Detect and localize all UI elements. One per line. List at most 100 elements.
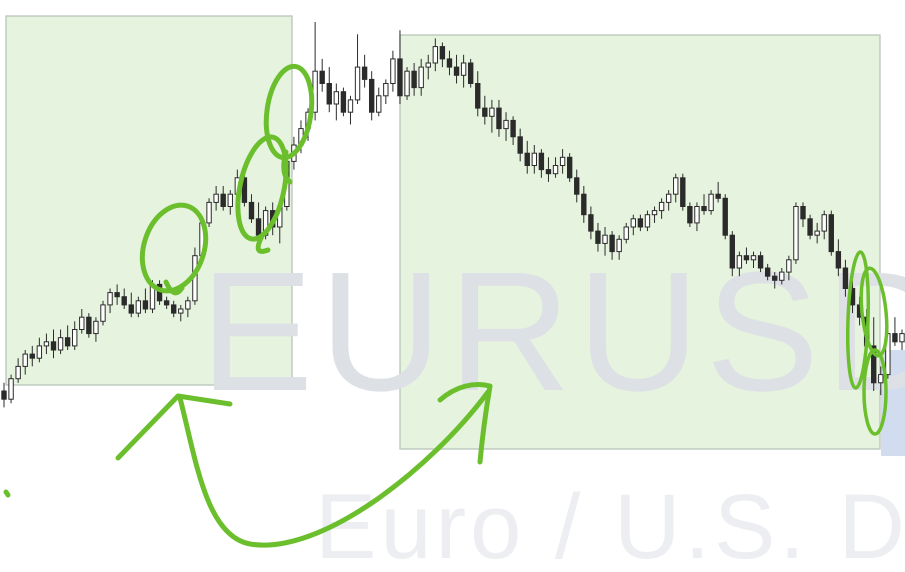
candle-body [779,271,785,281]
candle-11 [72,321,78,350]
candle-body [107,292,113,306]
candle-75 [524,140,530,174]
candle-body [347,99,354,113]
candle-body [878,374,884,384]
candle-body [644,214,651,228]
candle-body [899,333,905,343]
candle-7 [43,333,50,355]
candle-70 [489,99,495,133]
candle-95 [665,190,672,211]
candle-84 [588,206,594,240]
candle-body [609,234,615,253]
candle-13 [86,313,92,338]
connecting-arrow-curve [177,389,491,548]
candle-body [368,78,375,113]
circle-annotation-4 [845,250,871,390]
candle-99 [694,202,700,232]
candle-body [100,304,106,322]
candle-body [595,230,601,244]
candle-body [828,214,834,253]
candle-body [673,177,679,195]
candle-55 [383,79,389,104]
candle-59 [411,63,417,96]
candle-94 [658,198,665,219]
candle-119 [835,239,842,277]
candle-body [446,58,453,68]
candle-127 [892,317,898,346]
candle-body [524,152,530,166]
candle-body [602,234,608,244]
candle-body [36,345,43,359]
candle-91 [637,214,644,232]
candle-body [687,206,693,224]
candle-body [574,177,580,195]
candle-36 [248,194,255,223]
candle-33 [227,190,233,215]
candle-body [489,107,495,117]
candle-18 [121,288,127,309]
candle-85 [595,222,601,252]
candle-76 [531,145,538,174]
candle-body [86,316,92,335]
candle-body [531,152,538,166]
ink-dot [3,489,11,498]
candle-body [503,119,509,130]
candle-body [793,206,799,261]
candle-114 [800,202,806,227]
candle-body [821,214,827,232]
candle-body [326,83,332,105]
candle-body [333,91,340,105]
candle-17 [114,284,120,305]
candle-body [15,365,21,380]
candle-66 [460,54,467,88]
circle-annotation-2-tail [255,233,271,254]
candle-2 [8,374,14,404]
candle-53 [368,71,375,121]
candle-80 [559,149,566,174]
circle-annotation-5 [859,266,889,358]
candle-32 [220,186,226,211]
arrow-left-head [115,393,233,461]
candle-body [50,341,57,351]
candle-105 [736,251,743,277]
candle-51 [354,34,361,104]
candle-8 [50,329,57,359]
candle-body [467,62,474,84]
candle-body [57,337,64,351]
candle-9 [57,329,64,355]
candle-body [581,193,587,216]
candle-body [694,206,700,224]
candle-body [390,58,396,85]
candle-body [510,119,516,138]
candle-79 [552,157,559,178]
candle-52 [361,54,368,88]
candle-body [559,156,566,167]
candle-body [135,300,142,314]
candle-57 [397,30,403,104]
candle-21 [142,288,149,314]
candle-61 [425,54,431,80]
candle-body [545,169,552,175]
candle-body [715,193,721,199]
candle-body [552,165,559,175]
candle-body [630,218,636,228]
candle-116 [814,222,820,244]
candle-body [835,251,842,269]
candle-81 [566,153,573,182]
candle-25 [171,300,177,318]
candle-body [764,267,771,277]
candle-19 [128,292,134,318]
candle-107 [750,251,757,268]
candle-3 [15,358,21,383]
candle-body [248,201,255,220]
candle-body [206,201,212,224]
candle-110 [772,272,778,289]
candle-body [376,95,382,113]
candle-body [665,193,672,203]
candle-body [22,353,28,367]
candle-body [623,226,629,240]
candle-68 [475,71,481,117]
candle-74 [517,128,523,162]
candle-65 [453,54,460,84]
candle-body [425,62,431,68]
